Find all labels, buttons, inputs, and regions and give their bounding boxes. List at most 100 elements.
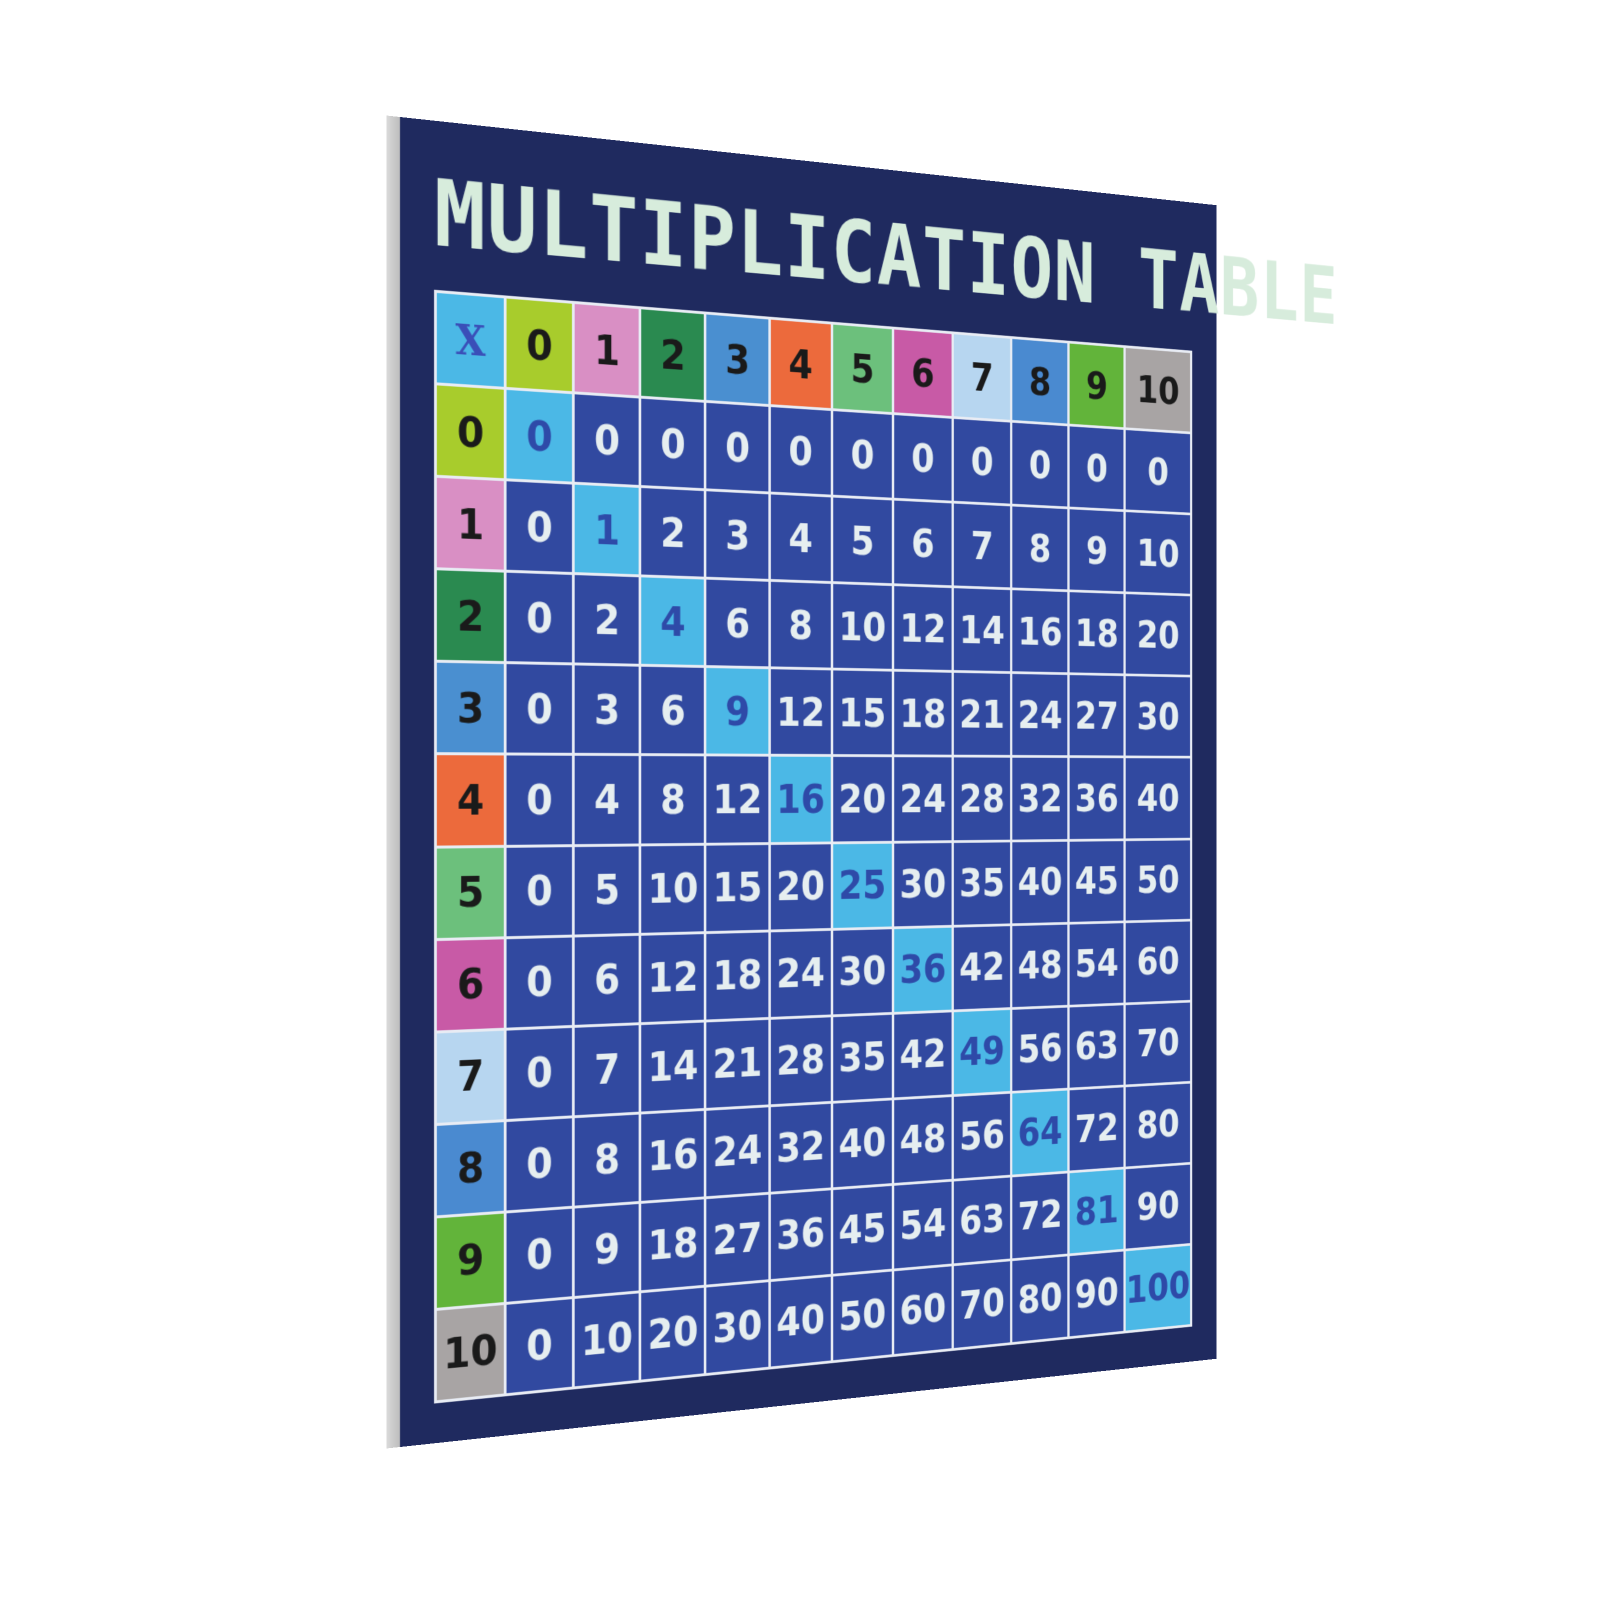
product-cell: 54 [894, 1182, 951, 1269]
square-cell: 1 [575, 485, 639, 575]
product-cell: 3 [575, 666, 639, 754]
product-cell: 42 [894, 1012, 951, 1097]
product-cell: 10 [642, 845, 705, 932]
product-cell: 24 [771, 930, 831, 1016]
square-cell: 81 [1070, 1169, 1124, 1253]
product-cell: 8 [642, 756, 705, 843]
product-cell: 40 [1012, 841, 1067, 923]
product-cell: 0 [1126, 430, 1190, 513]
product-cell: 0 [507, 481, 573, 572]
product-cell: 2 [575, 575, 639, 664]
square-cell: 49 [954, 1010, 1010, 1094]
multiplication-grid: X 0 1 2 3 4 5 6 7 8 9 10 0 0 0 0 0 0 0 0 0 0 0 0 1 0 1 2 3 4 5 6 7 8 9 10 2 0… [434, 290, 1192, 1404]
product-cell: 4 [771, 495, 831, 582]
product-cell: 14 [642, 1022, 705, 1111]
product-cell: 0 [894, 415, 951, 501]
product-cell: 20 [642, 1288, 705, 1380]
product-cell: 8 [1012, 507, 1067, 590]
corner-cell: X [437, 293, 504, 387]
square-cell: 9 [707, 668, 768, 754]
square-cell: 36 [894, 927, 951, 1011]
product-cell: 0 [1012, 423, 1067, 507]
product-cell: 9 [575, 1204, 639, 1296]
product-cell: 12 [707, 757, 768, 843]
row-header: 0 [437, 385, 504, 478]
row-header: 4 [437, 756, 504, 846]
product-cell: 18 [642, 1199, 705, 1290]
square-cell: 25 [833, 843, 892, 927]
product-cell: 21 [954, 673, 1010, 755]
product-cell: 21 [707, 1020, 768, 1108]
product-cell: 7 [954, 504, 1010, 588]
product-cell: 72 [1070, 1087, 1124, 1170]
product-cell: 24 [707, 1107, 768, 1196]
square-cell: 100 [1126, 1246, 1190, 1331]
product-cell: 50 [833, 1271, 892, 1360]
product-cell: 90 [1126, 1165, 1190, 1249]
product-cell: 30 [833, 929, 892, 1014]
row-header: 10 [437, 1305, 504, 1400]
product-cell: 18 [707, 932, 768, 1019]
product-cell: 45 [833, 1186, 892, 1274]
product-cell: 0 [507, 1299, 573, 1393]
row-header: 3 [437, 663, 504, 753]
product-cell: 0 [642, 399, 705, 489]
product-cell: 40 [1126, 759, 1190, 838]
canvas-edge [387, 116, 400, 1449]
product-cell: 0 [507, 847, 573, 936]
column-header: 7 [954, 334, 1010, 420]
product-cell: 0 [507, 1028, 573, 1119]
column-header: 6 [894, 329, 951, 416]
product-cell: 60 [1126, 921, 1190, 1002]
product-cell: 27 [707, 1195, 768, 1285]
product-cell: 90 [1070, 1251, 1124, 1336]
product-cell: 8 [575, 1114, 639, 1205]
row-header: 6 [437, 939, 504, 1030]
product-cell: 56 [954, 1093, 1010, 1178]
column-header: 10 [1126, 348, 1190, 432]
product-cell: 24 [894, 758, 951, 841]
column-header: 4 [771, 320, 831, 409]
column-header: 2 [642, 309, 705, 400]
product-cell: 36 [1070, 758, 1124, 838]
row-header: 8 [437, 1122, 504, 1215]
product-cell: 30 [1126, 676, 1190, 756]
column-header: 9 [1070, 344, 1124, 428]
product-cell: 10 [575, 1293, 639, 1386]
product-cell: 0 [507, 573, 573, 663]
column-header: 3 [707, 315, 768, 405]
product-cell: 24 [1012, 674, 1067, 755]
product-cell: 35 [833, 1014, 892, 1100]
product-cell: 32 [771, 1104, 831, 1192]
product-cell: 63 [954, 1177, 1010, 1263]
product-cell: 14 [954, 588, 1010, 671]
product-cell: 36 [771, 1190, 831, 1279]
product-cell: 28 [771, 1017, 831, 1104]
product-cell: 15 [707, 845, 768, 931]
product-cell: 42 [954, 926, 1010, 1009]
product-cell: 6 [575, 935, 639, 1024]
product-cell: 15 [833, 671, 892, 755]
product-cell: 12 [771, 670, 831, 755]
product-cell: 6 [707, 580, 768, 667]
product-cell: 6 [642, 667, 705, 754]
product-cell: 80 [1126, 1083, 1190, 1166]
product-cell: 20 [1126, 594, 1190, 675]
product-cell: 20 [833, 757, 892, 841]
product-cell: 0 [575, 394, 639, 485]
product-cell: 0 [833, 411, 892, 498]
canvas-print: MULTIPLICATION TABLE X 0 1 2 3 4 5 6 7 8 9 10 0 0 0 0 0 0… [400, 117, 1390, 1447]
poster: MULTIPLICATION TABLE X 0 1 2 3 4 5 6 7 8 9 10 0 0 0 0 0 0… [400, 117, 1217, 1447]
square-cell: 4 [642, 578, 705, 666]
row-header: 1 [437, 478, 504, 570]
product-cell: 48 [894, 1097, 951, 1183]
product-cell: 63 [1070, 1005, 1124, 1088]
product-cell: 0 [771, 407, 831, 495]
product-cell: 5 [833, 498, 892, 584]
row-header: 9 [437, 1213, 504, 1307]
product-cell: 28 [954, 758, 1010, 840]
product-cell: 6 [894, 501, 951, 586]
product-cell: 0 [1070, 426, 1124, 509]
product-cell: 70 [954, 1261, 1010, 1348]
column-header: 5 [833, 325, 892, 413]
